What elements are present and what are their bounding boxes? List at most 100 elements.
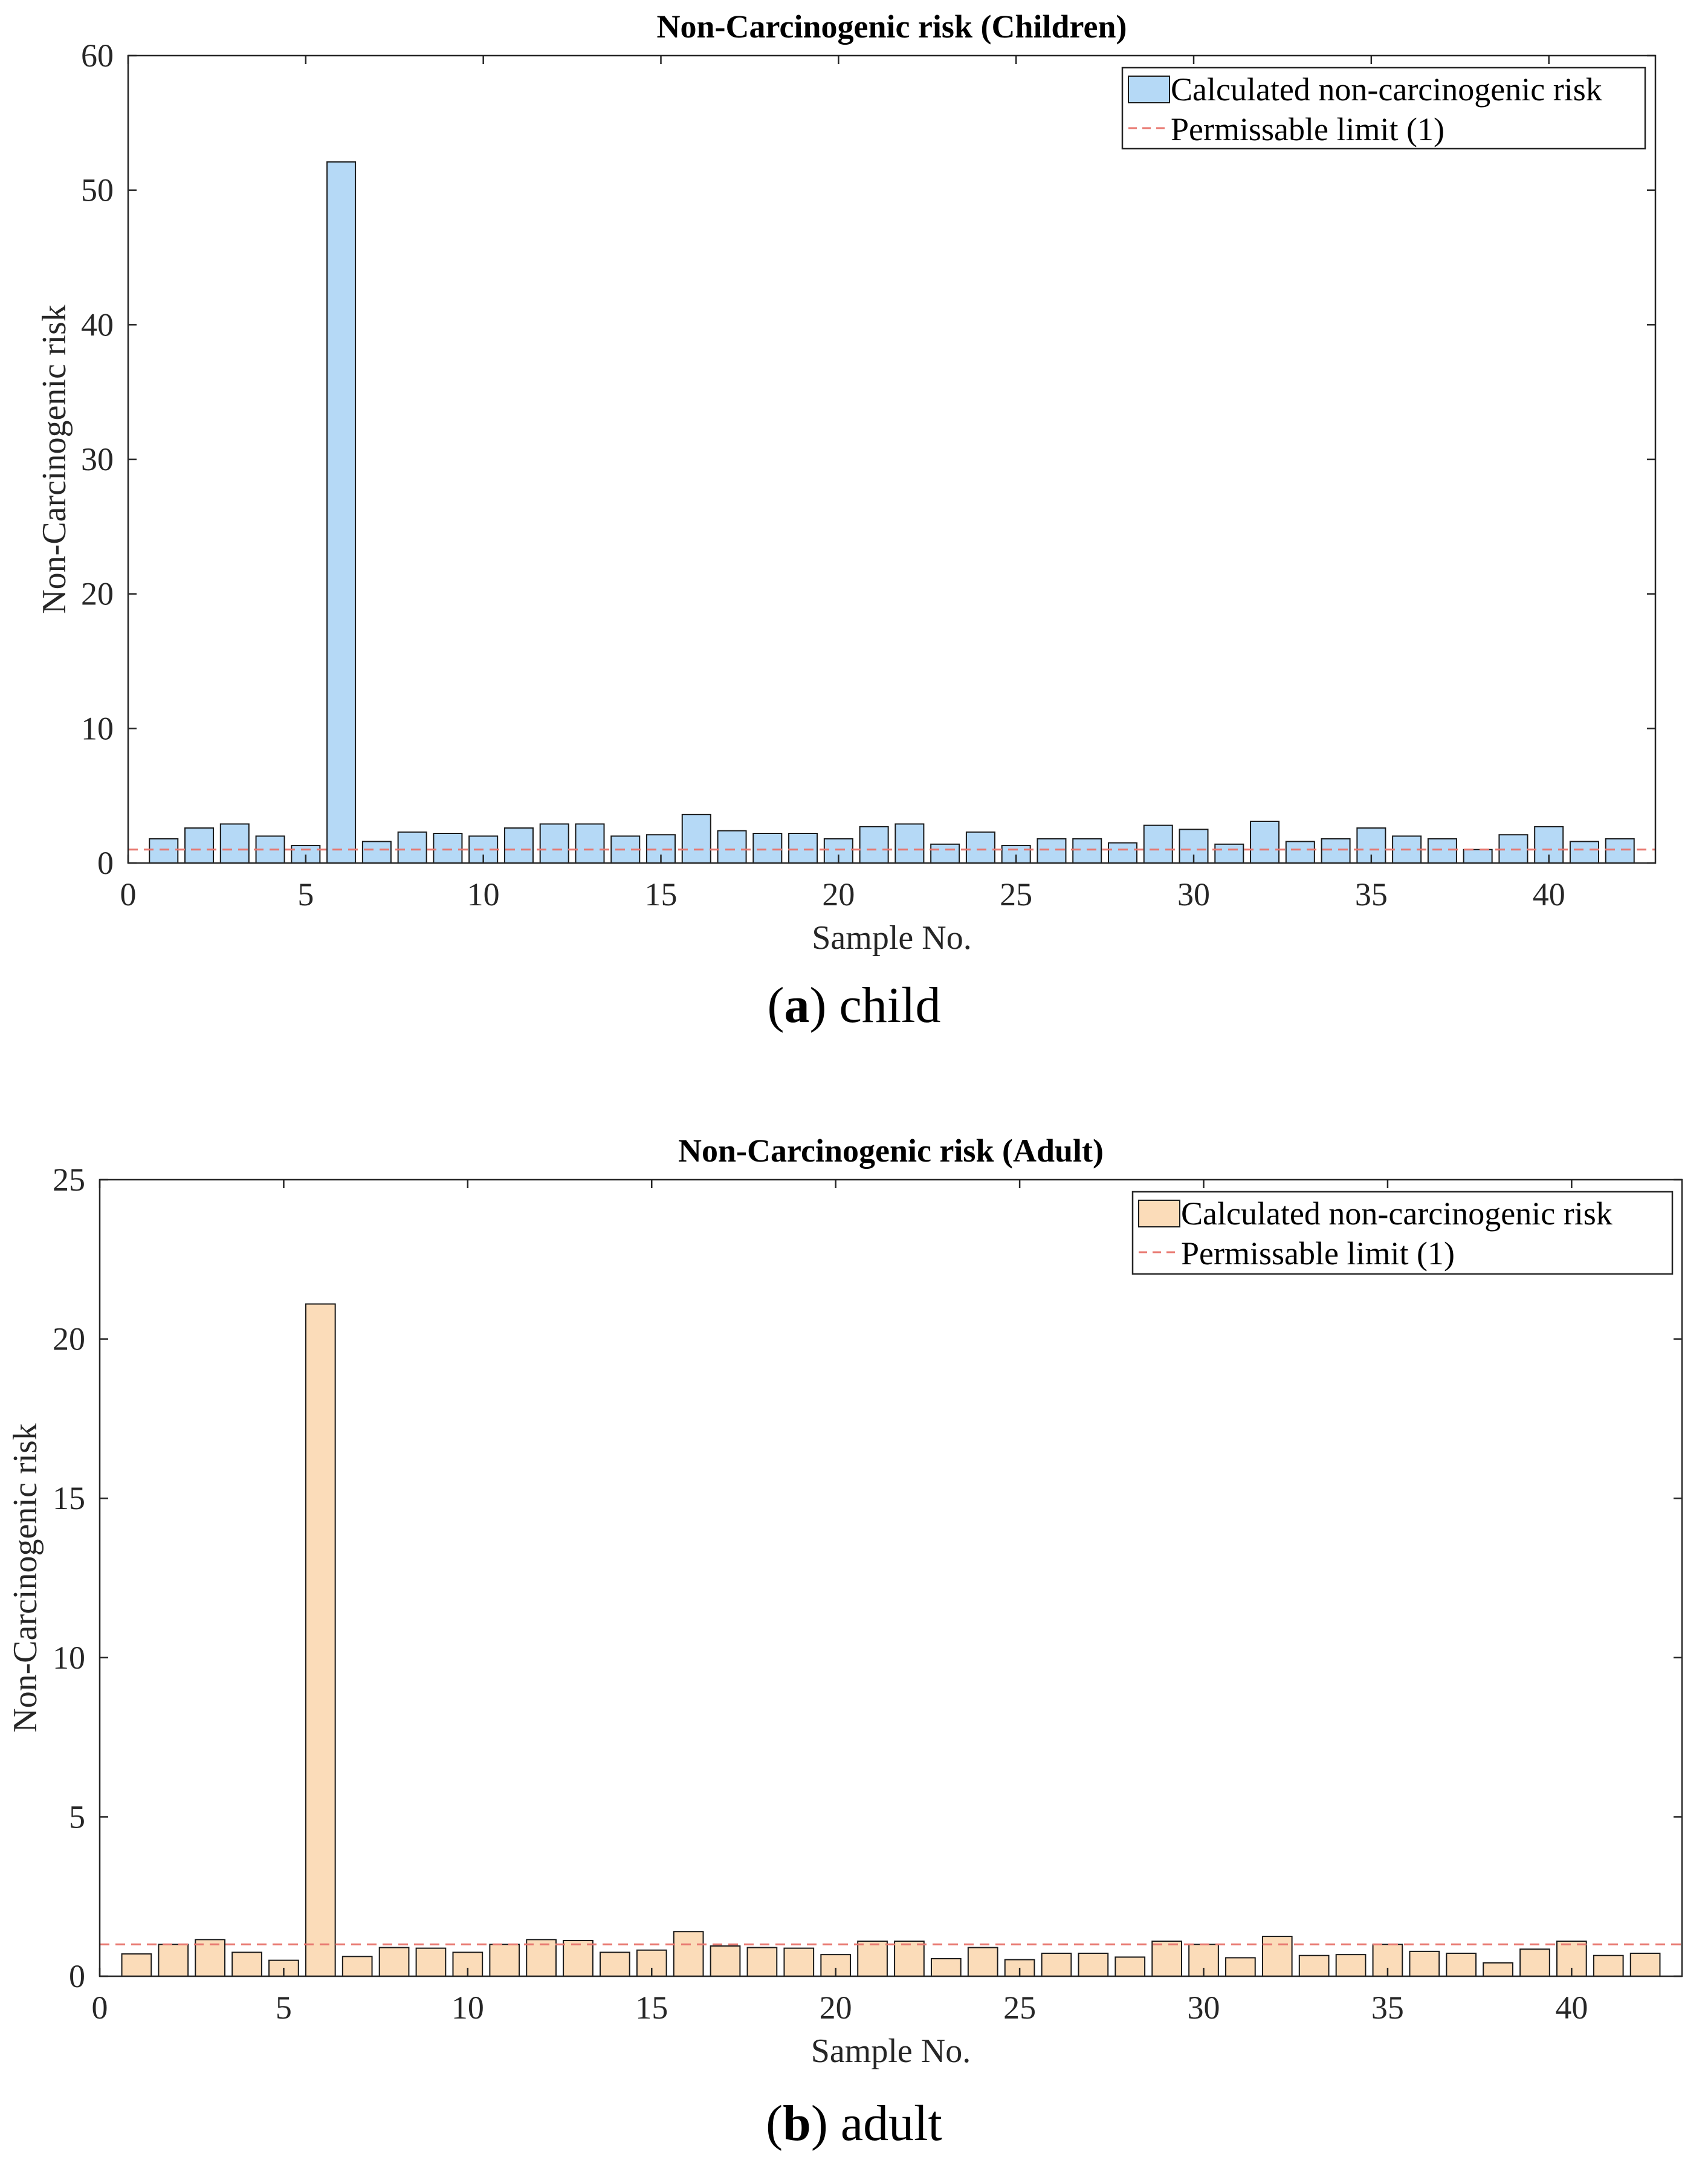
bar [1188, 1944, 1219, 1977]
y-tick-label: 60 [81, 37, 114, 74]
bar [397, 831, 427, 864]
bar [1225, 1957, 1256, 1977]
bar [1250, 820, 1280, 864]
x-tick-label: 30 [1188, 1990, 1220, 2026]
y-axis-label: Non-Carcinogenic risk [36, 305, 73, 614]
legend-label-line: Permissable limit (1) [1181, 1235, 1455, 1272]
bar [1605, 838, 1635, 864]
bar [1446, 1953, 1477, 1977]
bar [1214, 843, 1244, 864]
y-tick-label: 10 [53, 1640, 85, 1676]
bar [1151, 1941, 1182, 1977]
bar [930, 1958, 962, 1977]
bar [149, 838, 179, 864]
x-tick-label: 35 [1355, 876, 1388, 913]
bar [121, 1953, 152, 1977]
axes-box [127, 54, 1657, 864]
bar [341, 1956, 373, 1977]
caption-a: (a) child [767, 977, 941, 1033]
bar [894, 1941, 925, 1977]
x-tick-label: 5 [297, 876, 314, 913]
x-tick-label: 10 [451, 1990, 484, 2026]
caption-letter: b [783, 2095, 811, 2151]
bar [1569, 841, 1599, 864]
x-tick-label: 40 [1533, 876, 1565, 913]
bar [1072, 838, 1102, 864]
bar [930, 843, 960, 864]
legend: Calculated non-carcinogenic riskPermissa… [1131, 1191, 1674, 1275]
bar [857, 1941, 888, 1977]
y-tick-label: 50 [81, 172, 114, 209]
bar [305, 1303, 336, 1977]
y-tick-label: 20 [81, 576, 114, 612]
caption-letter: a [784, 977, 810, 1033]
bar [681, 813, 711, 864]
bar [1519, 1948, 1550, 1977]
bar [1321, 838, 1351, 864]
x-axis-label: Sample No. [811, 2032, 971, 2070]
bar [433, 833, 463, 864]
x-tick-label: 0 [92, 1990, 108, 2026]
x-tick-label: 20 [822, 876, 855, 913]
y-tick-label: 0 [69, 1958, 85, 1994]
x-tick-label: 15 [645, 876, 678, 913]
chart-children: Non-Carcinogenic risk (Children) 0 5 10 15 20… [36, 8, 1657, 957]
bar [195, 1939, 226, 1977]
bar [415, 1947, 447, 1977]
bar [752, 833, 783, 864]
bar [1114, 1956, 1146, 1977]
bar [378, 1947, 410, 1977]
y-axis-label: Non-Carcinogenic risk [7, 1423, 44, 1733]
bar [717, 830, 747, 864]
x-tick-label: 5 [276, 1990, 292, 2026]
x-tick-label: 35 [1371, 1990, 1404, 2026]
bar [361, 841, 392, 864]
y-tick-label: 20 [53, 1321, 85, 1357]
bar [673, 1931, 704, 1977]
legend-label-bar: Calculated non-carcinogenic risk [1181, 1195, 1613, 1232]
legend-label-bar: Calculated non-carcinogenic risk [1171, 71, 1602, 108]
bar [1107, 842, 1137, 864]
bar [1041, 1953, 1072, 1977]
bar [1409, 1950, 1440, 1977]
x-tick-label: 30 [1177, 876, 1210, 913]
y-tick-label: 0 [97, 845, 114, 881]
bar [326, 161, 357, 864]
caption-b: (b) adult [766, 2095, 942, 2151]
bar [1629, 1953, 1661, 1977]
caption-text: adult [827, 2095, 942, 2151]
bar [600, 1951, 630, 1977]
bar [231, 1951, 262, 1977]
x-tick-label: 15 [635, 1990, 668, 2026]
bar [967, 1947, 998, 1977]
bar [219, 823, 250, 864]
bar [1285, 841, 1315, 864]
bar [158, 1944, 189, 1977]
bar [1261, 1936, 1293, 1977]
bar [1427, 838, 1457, 864]
bar [1143, 824, 1173, 864]
bar [965, 831, 995, 864]
bar [503, 827, 534, 864]
bar [539, 823, 569, 864]
x-tick-label: 20 [820, 1990, 852, 2026]
legend-label-line: Permissable limit (1) [1171, 111, 1444, 147]
bar [575, 823, 605, 864]
y-tick-label: 25 [53, 1162, 85, 1198]
y-tick-label: 5 [69, 1799, 85, 1835]
chart-adult: Non-Carcinogenic risk (Adult) 0 5 10 15 20 25 3… [7, 1133, 1683, 2070]
bar [1078, 1953, 1109, 1977]
x-tick-label: 25 [1000, 876, 1032, 913]
y-tick-label: 40 [81, 306, 114, 343]
x-tick-label: 0 [120, 876, 137, 913]
bar [783, 1947, 815, 1977]
bar [489, 1944, 520, 1977]
legend-swatch-bar [1128, 76, 1170, 103]
legend-swatch-bar [1138, 1200, 1180, 1227]
bar [1483, 1962, 1513, 1977]
legend: Calculated non-carcinogenic riskPermissa… [1121, 66, 1646, 150]
bar [1335, 1954, 1367, 1977]
legend-box [1131, 1191, 1674, 1275]
caption-text: child [826, 977, 941, 1033]
bar [184, 827, 215, 864]
